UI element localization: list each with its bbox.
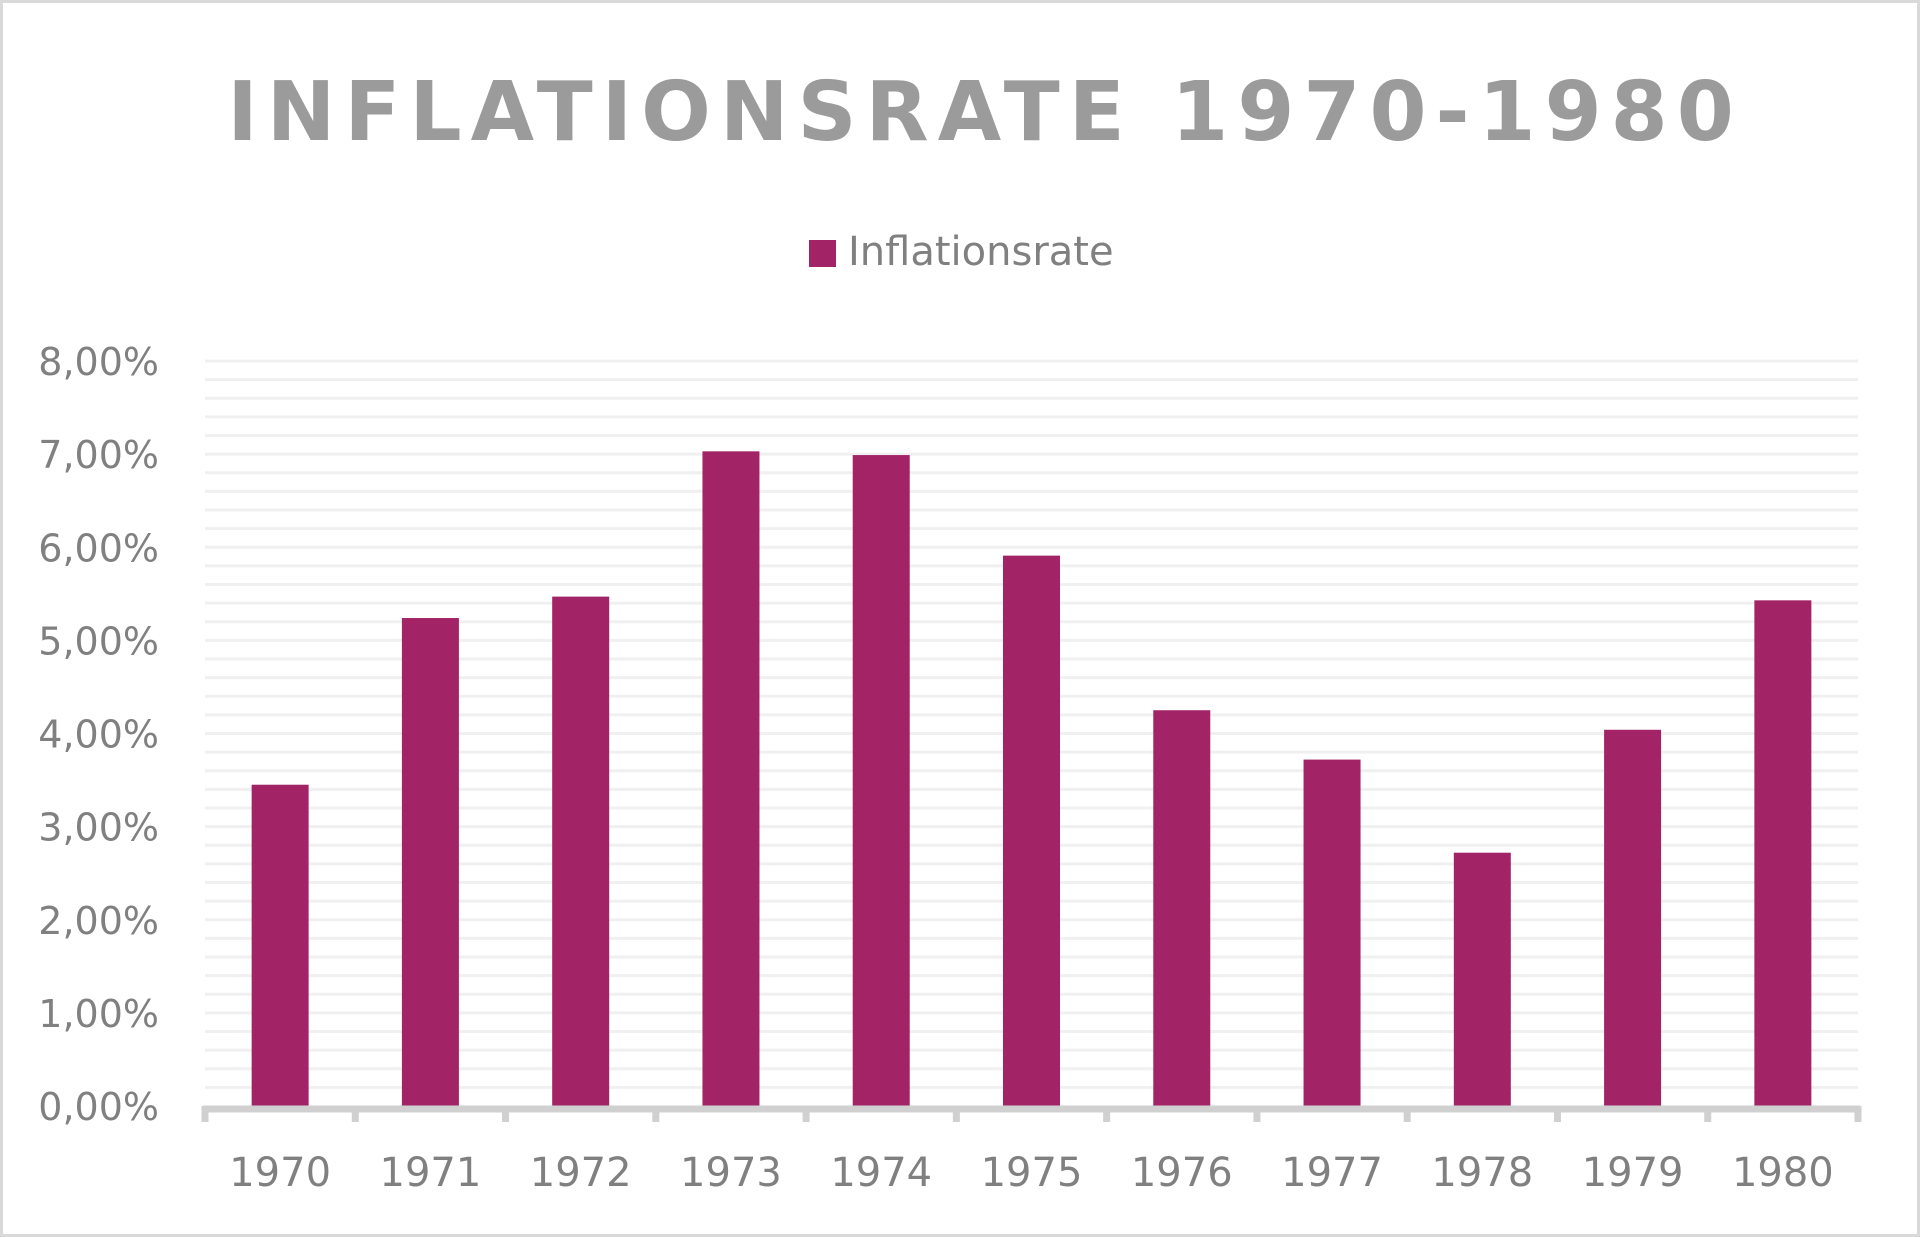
y-axis-labels: 0,00% 1,00% 2,00% 3,00% 4,00% 5,00% 6,00% 7,00%… bbox=[38, 340, 159, 1129]
x-tick-label: 1972 bbox=[530, 1150, 632, 1196]
x-tick-label: 1975 bbox=[981, 1150, 1083, 1196]
x-axis: 1970 1971 1972 1973 1974 1975 1976 1977 1978 1979… bbox=[201, 1105, 1862, 1196]
x-tick-label: 1979 bbox=[1582, 1150, 1684, 1196]
x-tick-label: 1974 bbox=[830, 1150, 932, 1196]
y-tick-label: 4,00% bbox=[38, 713, 159, 757]
bar-1975 bbox=[1003, 555, 1060, 1106]
bar-1973 bbox=[702, 451, 760, 1106]
bars bbox=[251, 451, 1812, 1106]
bar-1972 bbox=[552, 596, 610, 1106]
x-tick-label: 1980 bbox=[1732, 1150, 1834, 1196]
legend: Inflationsrate bbox=[809, 229, 1114, 275]
y-tick-label: 0,00% bbox=[38, 1085, 159, 1129]
y-tick-label: 2,00% bbox=[38, 899, 159, 943]
bar-1974 bbox=[852, 455, 910, 1106]
bar-1980 bbox=[1754, 600, 1812, 1106]
bar-1976 bbox=[1153, 710, 1211, 1106]
bar-1971 bbox=[401, 618, 459, 1106]
x-tick-label: 1971 bbox=[380, 1150, 482, 1196]
x-tick-label: 1977 bbox=[1281, 1150, 1383, 1196]
chart-title: INFLATIONSRATE 1970-1980 bbox=[227, 65, 1743, 160]
x-tick-label: 1976 bbox=[1131, 1150, 1233, 1196]
y-tick-label: 6,00% bbox=[38, 526, 159, 570]
y-tick-label: 7,00% bbox=[38, 433, 159, 477]
bar-1970 bbox=[251, 784, 309, 1106]
y-tick-label: 1,00% bbox=[38, 992, 159, 1036]
bar-1978 bbox=[1453, 852, 1511, 1106]
y-tick-label: 5,00% bbox=[38, 619, 159, 663]
x-tick-label: 1970 bbox=[229, 1150, 331, 1196]
y-tick-label: 3,00% bbox=[38, 806, 159, 850]
bar-1977 bbox=[1303, 759, 1361, 1106]
legend-swatch bbox=[809, 240, 836, 267]
bar-1979 bbox=[1604, 729, 1662, 1106]
x-tick-label: 1978 bbox=[1431, 1150, 1533, 1196]
x-tick-label: 1973 bbox=[680, 1150, 782, 1196]
legend-label: Inflationsrate bbox=[848, 229, 1114, 275]
y-tick-label: 8,00% bbox=[38, 340, 159, 384]
